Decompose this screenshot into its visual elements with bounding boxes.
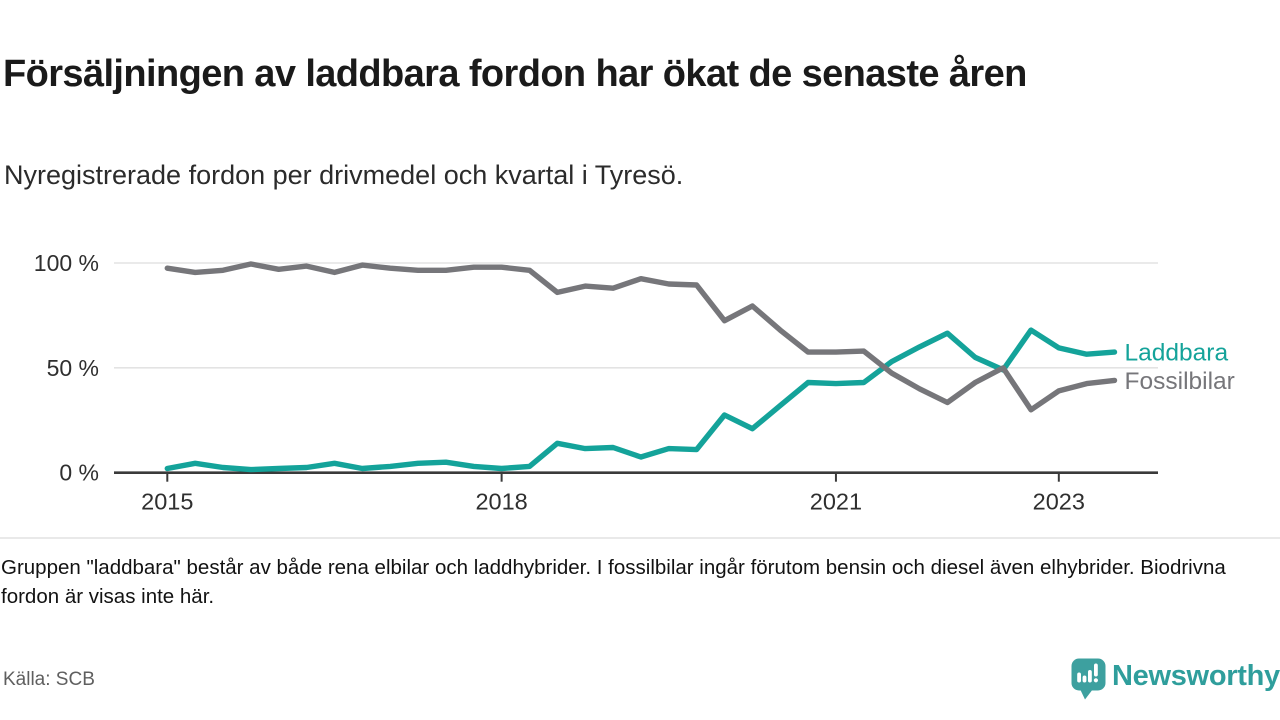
x-tick-label-2023: 2023 (1033, 489, 1085, 515)
chart-title: Försäljningen av laddbara fordon har öka… (3, 53, 1027, 96)
footnote: Gruppen "laddbara" består av både rena e… (1, 556, 1226, 608)
legend-label-laddbara: Laddbara (1125, 340, 1229, 367)
newsworthy-logo: Newsworthy (1071, 657, 1280, 703)
x-tick-label-2018: 2018 (475, 489, 527, 515)
series-line-laddbara (164, 327, 1118, 473)
x-tick-label-2021: 2021 (810, 489, 862, 515)
chart-subtitle: Nyregistrerade fordon per drivmedel och … (4, 160, 684, 190)
y-tick-label: 0 % (59, 460, 99, 486)
footer-divider (0, 537, 1280, 539)
x-tick-label-2015: 2015 (141, 489, 193, 515)
newsworthy-wordmark: Newsworthy (1112, 660, 1280, 692)
bar-chart-speech-bubble-icon (1071, 658, 1106, 700)
logo-bubble-tail (1080, 689, 1093, 700)
y-tick-label: 50 % (47, 355, 99, 381)
y-tick-label: 100 % (34, 250, 99, 276)
source-caption: Källa: SCB (3, 669, 95, 690)
series-line-fossilbilar (164, 261, 1118, 413)
legend-label-fossilbilar: Fossilbilar (1125, 368, 1235, 395)
